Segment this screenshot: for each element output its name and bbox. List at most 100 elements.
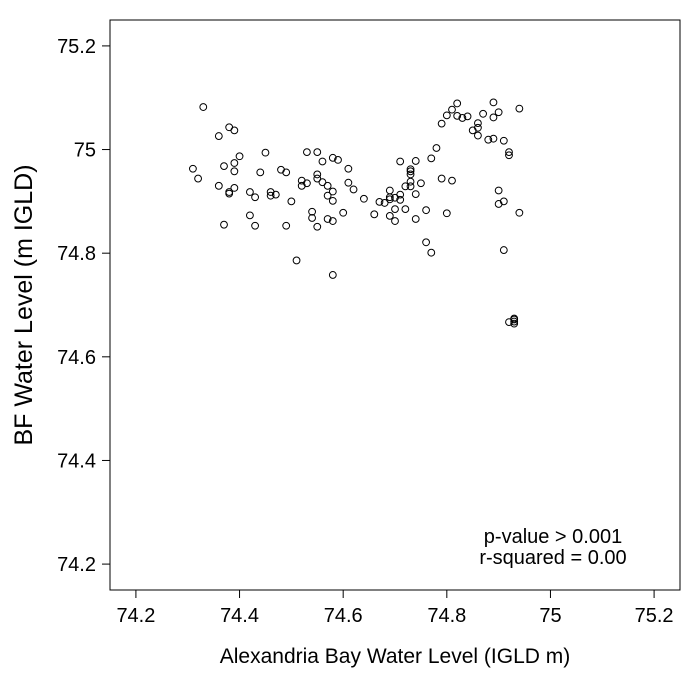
x-axis-title: Alexandria Bay Water Level (IGLD m) — [220, 645, 571, 668]
y-tick-label: 74.2 — [57, 554, 96, 576]
x-tick-label: 74.6 — [324, 605, 363, 627]
annotation-pvalue: p-value > 0.001 — [484, 526, 622, 548]
data-point — [256, 168, 265, 177]
data-point — [220, 162, 228, 171]
data-point — [489, 134, 498, 143]
data-point — [308, 214, 316, 222]
data-point — [448, 105, 456, 114]
data-point — [225, 188, 234, 196]
data-point — [375, 197, 384, 206]
data-point — [406, 167, 415, 176]
data-point — [442, 209, 451, 218]
data-point — [360, 194, 368, 203]
data-point — [510, 317, 519, 326]
data-point — [380, 199, 389, 207]
data-point — [308, 207, 316, 216]
data-point — [282, 168, 291, 177]
x-tick-label: 74.2 — [116, 605, 155, 627]
data-point — [396, 195, 405, 204]
data-point — [406, 177, 415, 186]
y-axis-title: BF Water Level (m IGLD) — [10, 164, 38, 445]
data-point — [292, 256, 301, 265]
data-point — [328, 271, 337, 279]
data-point — [287, 197, 296, 206]
data-point — [437, 174, 446, 183]
data-point — [396, 190, 405, 199]
data-point — [494, 108, 503, 117]
data-point — [427, 154, 436, 163]
data-point — [406, 165, 415, 174]
data-point — [422, 238, 430, 247]
data-point — [385, 211, 394, 220]
annotation-rsquared: r-squared = 0.00 — [479, 547, 626, 569]
data-point — [235, 152, 244, 161]
x-tick-label: 74.8 — [427, 605, 466, 627]
data-point — [489, 113, 498, 122]
x-tick-label: 75.2 — [635, 605, 674, 627]
data-point — [385, 193, 394, 202]
data-point — [318, 178, 327, 187]
data-point — [344, 178, 353, 187]
y-tick-label: 74.8 — [57, 243, 96, 265]
data-point — [422, 206, 430, 215]
data-point — [313, 170, 322, 179]
data-point — [266, 191, 275, 200]
y-tick-label: 74.6 — [57, 347, 96, 369]
data-point — [510, 314, 519, 323]
scatter-points — [189, 98, 524, 328]
data-point — [189, 164, 197, 173]
data-point — [391, 205, 399, 214]
data-point — [510, 319, 519, 328]
data-point — [515, 104, 524, 113]
data-point — [474, 119, 482, 128]
data-point — [214, 181, 223, 190]
data-point — [246, 188, 254, 196]
data-point — [411, 157, 420, 165]
data-point — [505, 148, 513, 157]
data-point — [313, 222, 322, 231]
data-point — [230, 167, 239, 176]
data-point — [199, 103, 208, 111]
data-point — [515, 208, 524, 217]
data-point — [427, 248, 436, 257]
data-point — [349, 185, 358, 194]
data-point — [230, 183, 239, 192]
data-point — [489, 98, 498, 107]
data-point — [411, 215, 420, 223]
data-point — [442, 111, 451, 120]
data-point — [313, 174, 322, 183]
data-point — [303, 179, 311, 188]
data-point — [385, 186, 394, 195]
plot-frame — [109, 19, 681, 591]
x-tick-label: 74.4 — [220, 605, 259, 627]
data-point — [328, 187, 337, 196]
x-tick-label: 75 — [539, 605, 561, 627]
data-point — [251, 221, 259, 230]
data-point — [230, 126, 239, 135]
data-point — [230, 159, 239, 167]
data-point — [246, 211, 254, 220]
data-point — [323, 215, 332, 223]
data-point — [437, 119, 446, 128]
data-point — [225, 123, 234, 132]
data-point — [370, 210, 379, 219]
data-point — [479, 109, 487, 118]
data-point — [494, 186, 503, 195]
data-point — [406, 182, 415, 191]
data-point — [328, 153, 337, 162]
data-point — [499, 136, 508, 145]
data-point — [220, 220, 228, 229]
data-point — [499, 197, 508, 206]
data-point — [448, 176, 456, 185]
data-point — [432, 144, 441, 152]
data-point — [282, 221, 291, 230]
data-point — [323, 191, 332, 200]
data-point — [194, 174, 202, 183]
data-point — [417, 179, 425, 188]
data-point — [505, 151, 513, 160]
data-point — [463, 112, 472, 121]
data-point — [453, 99, 462, 108]
data-point — [261, 148, 270, 157]
